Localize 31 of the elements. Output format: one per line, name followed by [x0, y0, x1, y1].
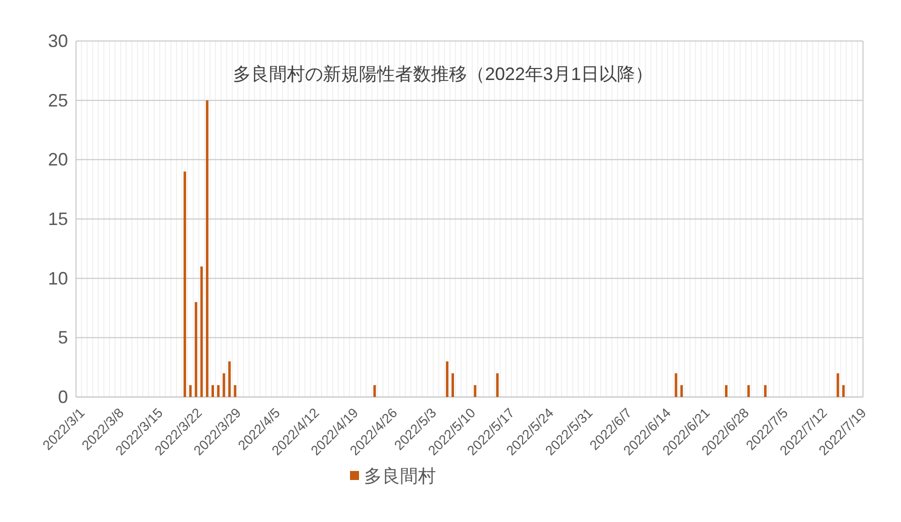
- bar: [189, 385, 192, 397]
- y-tick-label: 0: [58, 387, 68, 407]
- text: 多良間村の新規陽性者数推移（2022年3月1日以降）: [232, 64, 654, 84]
- bar: [228, 361, 231, 397]
- bar: [764, 385, 767, 397]
- y-tick-label: 25: [48, 90, 68, 110]
- bar: [446, 361, 448, 397]
- bar: [842, 385, 845, 397]
- bar: [674, 373, 678, 397]
- bar: [234, 385, 236, 397]
- y-tick-label: 30: [48, 31, 68, 51]
- legend-label: 多良間村: [364, 466, 436, 486]
- y-tick-label: 15: [48, 209, 68, 229]
- bar: [680, 385, 683, 397]
- bar: [452, 373, 454, 397]
- bar: [206, 100, 208, 397]
- y-tick-label: 5: [58, 328, 68, 348]
- bar: [496, 373, 499, 397]
- bar: [194, 302, 198, 397]
- bar: [184, 172, 186, 397]
- bar: [211, 385, 214, 397]
- y-tick-label: 10: [48, 268, 68, 288]
- bar: [373, 385, 376, 397]
- bar: [474, 385, 476, 397]
- bar: [747, 385, 750, 397]
- bar: [222, 373, 226, 397]
- bar: [217, 385, 220, 397]
- bar: [836, 373, 840, 397]
- bar: [724, 385, 728, 397]
- y-tick-label: 20: [48, 150, 68, 170]
- bar: [200, 266, 203, 397]
